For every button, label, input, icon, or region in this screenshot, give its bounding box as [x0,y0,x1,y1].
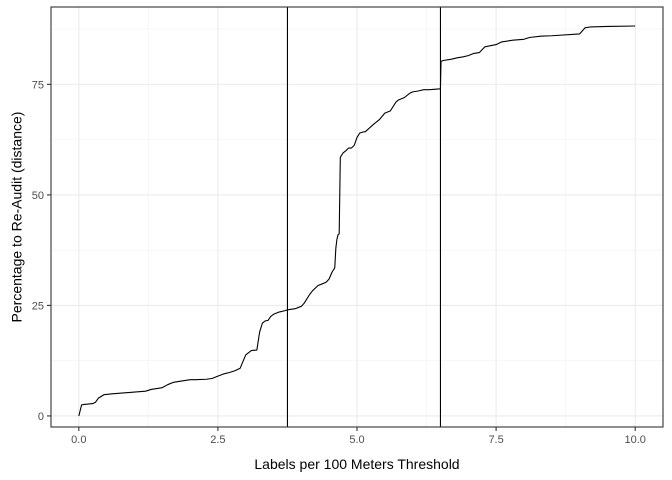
y-tick-label: 0 [38,411,44,423]
y-tick-label: 75 [32,79,44,91]
y-tick-label: 50 [32,190,44,202]
series-line [78,25,636,417]
major-gridlines [51,7,663,427]
x-tick-label: 5.0 [349,434,364,446]
y-axis-title: Percentage to Re-Audit (distance) [9,112,25,323]
x-tick-label: 10.0 [624,434,645,446]
x-axis-ticks: 0.0 2.5 5.0 7.5 10.0 [71,427,646,446]
x-tick-label: 2.5 [210,434,225,446]
x-axis-title: Labels per 100 Meters Threshold [254,456,459,472]
y-axis-ticks: 0 25 50 75 [32,79,51,423]
y-tick-label: 25 [32,300,44,312]
x-tick-label: 7.5 [488,434,503,446]
x-tick-label: 0.0 [71,434,86,446]
series-group [78,25,636,417]
